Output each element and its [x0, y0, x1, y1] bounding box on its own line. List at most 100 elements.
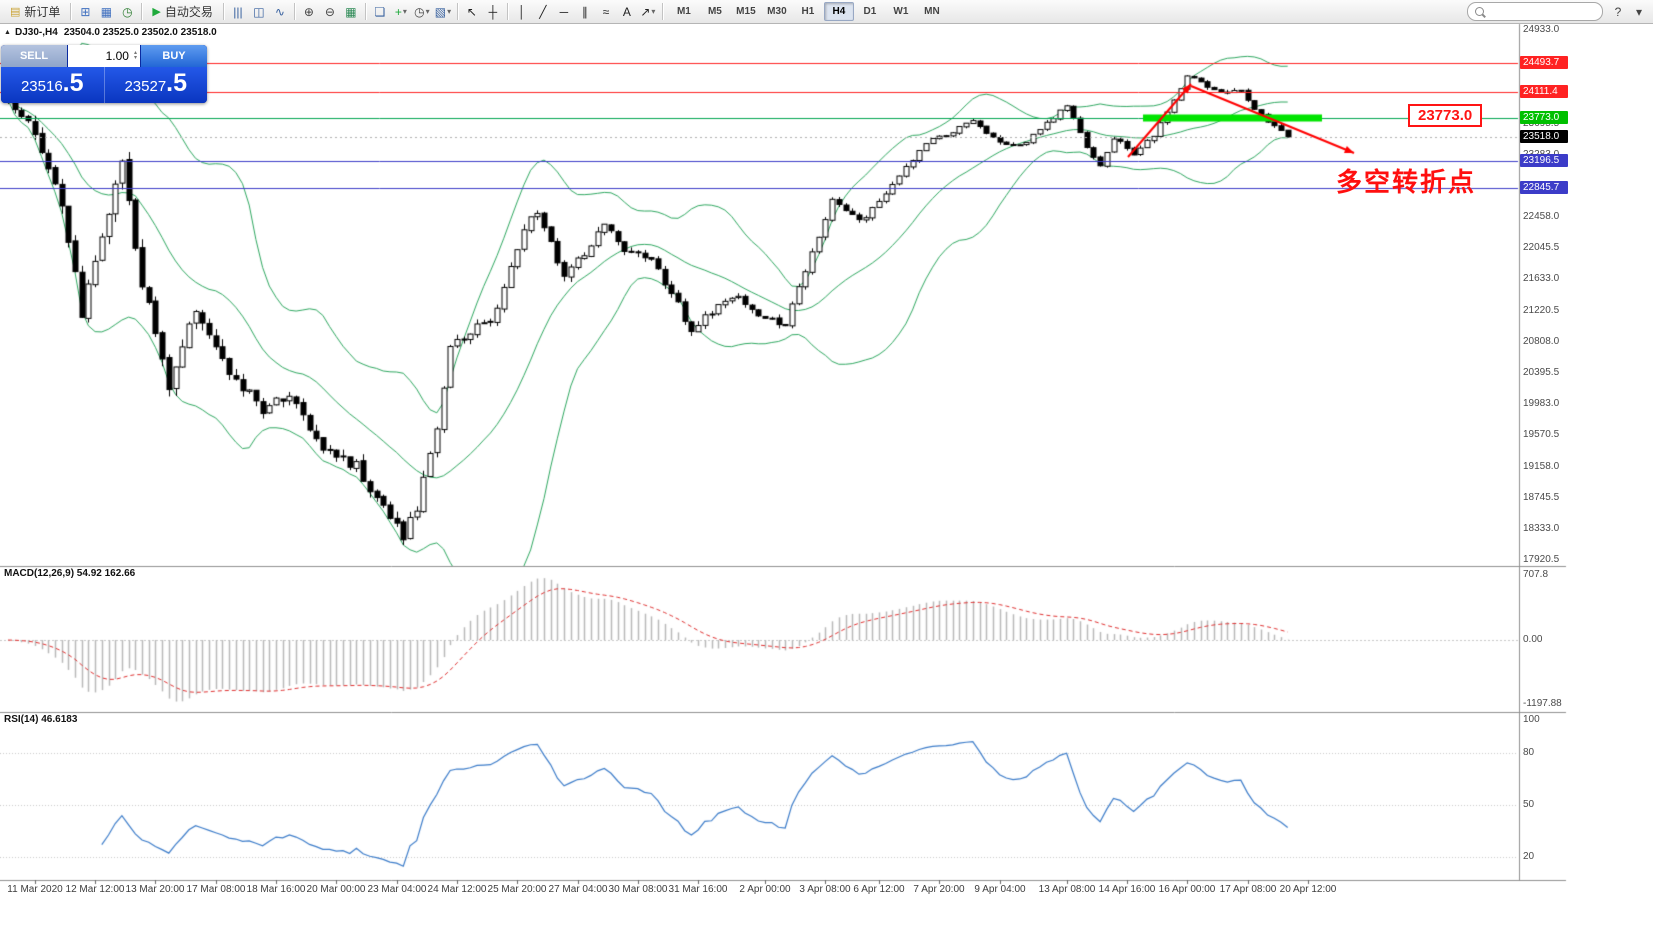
trendline-icon-button[interactable]: ╱ — [533, 2, 553, 22]
annotation-price-box[interactable]: 23773.0 — [1408, 104, 1483, 127]
price-line-badge: 24111.4 — [1520, 85, 1568, 98]
time-axis-label: 27 Mar 04:00 — [548, 884, 608, 895]
volume-input[interactable] — [86, 48, 131, 64]
zoom-in-icon-button[interactable]: ⊕ — [299, 2, 319, 22]
crosshair-icon-button[interactable]: ┼ — [483, 2, 503, 22]
current-price-badge: 23518.0 — [1520, 130, 1568, 143]
autotrading-button[interactable]: ▶ 自动交易 — [146, 2, 218, 22]
fibonacci-icon-button[interactable]: ≈ — [596, 2, 616, 22]
timeframe-w1-button[interactable]: W1 — [893, 6, 909, 17]
new-order-button[interactable]: ▤ 新订单 — [4, 2, 66, 22]
timeframe-h1-button[interactable]: H1 — [801, 6, 815, 17]
timeframe-d1-button[interactable]: D1 — [863, 6, 877, 17]
toolbar-separator — [364, 3, 366, 20]
vertical-line-icon-button[interactable]: │ — [512, 2, 532, 22]
chart-title: DJ30-,H4 23504.0 23525.0 23502.0 23518.0 — [15, 27, 217, 38]
layout-options-icon-button[interactable]: ▾ — [1629, 2, 1649, 22]
candlestick-chart-icon-button[interactable]: ◫ — [249, 2, 269, 22]
search-icon — [1475, 7, 1484, 16]
price-line-badge: 23196.5 — [1520, 154, 1568, 167]
time-axis-label: 17 Mar 08:00 — [186, 884, 246, 895]
price-line-badge: 24493.7 — [1520, 56, 1568, 69]
toolbar-separator — [456, 3, 458, 20]
timeframe-m15-button[interactable]: M15 — [736, 6, 756, 17]
search-input[interactable] — [1489, 4, 1595, 19]
help-icon-button[interactable]: ? — [1608, 2, 1628, 22]
text-label-icon-button[interactable]: A — [617, 2, 637, 22]
grid-icon-button[interactable]: ▦ — [341, 2, 361, 22]
dropdown-arrow-icon: ▾ — [425, 7, 430, 16]
horizontal-line-icon: ─ — [559, 4, 569, 19]
time-axis-label: 17 Apr 08:00 — [1219, 884, 1277, 895]
search-box — [1467, 2, 1603, 21]
templates-icon-button[interactable]: ▧ ▾ — [433, 2, 453, 22]
time-axis-label: 6 Apr 12:00 — [853, 884, 905, 895]
time-axis-label: 23 Mar 04:00 — [367, 884, 427, 895]
zoom-out-icon: ⊖ — [324, 4, 335, 19]
horizontal-line-icon-button[interactable]: ─ — [554, 2, 574, 22]
market-watch-icon-button[interactable]: ◷ — [117, 2, 137, 22]
line-chart-icon-button[interactable]: ∿ — [270, 2, 290, 22]
time-axis-label: 2 Apr 00:00 — [739, 884, 791, 895]
time-axis-label: 13 Apr 08:00 — [1038, 884, 1096, 895]
new-order-button-label: 新订单 — [24, 5, 61, 19]
new-chart-icon: ⊞ — [80, 4, 91, 19]
timeframe-m30-button[interactable]: M30 — [767, 6, 787, 17]
chart-symbol-period: DJ30-,H4 — [15, 27, 58, 38]
help-icon: ? — [1614, 4, 1622, 19]
timeframe-h4-button[interactable]: H4 — [823, 2, 854, 21]
price-axis-label: 22045.5 — [1523, 242, 1560, 253]
cursor-icon: ↖ — [466, 4, 477, 19]
time-axis-label: 25 Mar 20:00 — [487, 884, 547, 895]
time-axis-label: 7 Apr 20:00 — [913, 884, 965, 895]
tile-windows-icon-button[interactable]: ❏ — [370, 2, 390, 22]
time-axis-label: 9 Apr 04:00 — [974, 884, 1026, 895]
price-axis-label: 21633.0 — [1523, 273, 1560, 284]
indicators-icon-button[interactable]: + ▾ — [391, 2, 411, 22]
profiles-icon-button[interactable]: ▦ — [96, 2, 116, 22]
arrows-tool-icon: ↗ — [640, 4, 651, 19]
time-axis-label: 3 Apr 08:00 — [799, 884, 851, 895]
bar-chart-icon-button[interactable]: ||| — [228, 2, 248, 22]
sell-button[interactable]: SELL — [1, 45, 67, 67]
price-axis-label: 17920.5 — [1523, 554, 1560, 565]
candlestick-chart-icon: ◫ — [253, 4, 265, 19]
toolbar-separator — [293, 3, 295, 20]
chart-expander-icon[interactable]: ▲ — [4, 29, 11, 36]
price-axis-label: 19570.5 — [1523, 429, 1560, 440]
toolbar-separator — [222, 3, 224, 20]
annotation-text[interactable]: 多空转折点 — [1336, 167, 1477, 197]
fibonacci-icon: ≈ — [602, 4, 610, 19]
volume-spinner: ▴ ▾ — [133, 50, 137, 61]
macd-axis-label: 707.8 — [1523, 569, 1549, 580]
grid-icon: ▦ — [345, 4, 357, 19]
dropdown-arrow-icon: ▾ — [447, 7, 452, 16]
buy-price[interactable]: 23527 .5 — [103, 67, 207, 103]
volume-up-icon[interactable]: ▴ — [133, 50, 137, 56]
time-axis-label: 24 Mar 12:00 — [427, 884, 487, 895]
time-axis-label: 18 Mar 16:00 — [246, 884, 306, 895]
volume-stepper: ▴ ▾ — [68, 45, 140, 67]
new-chart-icon-button[interactable]: ⊞ — [75, 2, 95, 22]
arrows-tool-icon-button[interactable]: ↗ ▾ — [638, 2, 658, 22]
timeframe-mn-button[interactable]: MN — [924, 6, 940, 17]
timeframe-m1-button[interactable]: M1 — [676, 6, 691, 17]
timeframe-group: M1 M5 M15 M30 H1 H4 D1 W1 MN — [669, 2, 947, 21]
channel-icon-button[interactable]: ∥ — [575, 2, 595, 22]
cursor-icon-button[interactable]: ↖ — [462, 2, 482, 22]
sell-price[interactable]: 23516 .5 — [1, 67, 104, 103]
main-toolbar: ▤ 新订单 ⊞ ▦ ◷ ▶ 自动交易 ||| ◫ ∿ ⊕ ⊖ ▦ ❏ + ▾ ◷ ▾ ▧ ▾ ↖ ┼ │ ╱ ─ ∥ ≈ A ↗ ▾ M1 M… — [0, 0, 1653, 24]
volume-down-icon[interactable]: ▾ — [133, 55, 137, 61]
time-axis-label: 30 Mar 08:00 — [608, 884, 668, 895]
time-axis-label: 14 Apr 16:00 — [1098, 884, 1156, 895]
buy-button[interactable]: BUY — [141, 45, 207, 67]
price-line-badge: 22845.7 — [1520, 181, 1568, 194]
autotrading-icon: ▶ — [152, 6, 161, 18]
period-icon-button[interactable]: ◷ ▾ — [412, 2, 432, 22]
time-axis-label: 13 Mar 20:00 — [125, 884, 185, 895]
price-axis-label: 21220.5 — [1523, 305, 1560, 316]
timeframe-m5-button[interactable]: M5 — [707, 6, 722, 17]
zoom-out-icon-button[interactable]: ⊖ — [320, 2, 340, 22]
